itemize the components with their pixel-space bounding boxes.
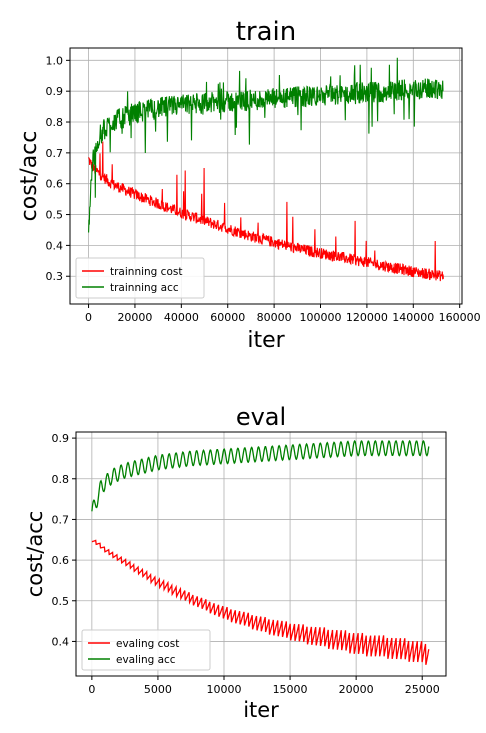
train-x-axis-label: iter (247, 328, 285, 353)
train-xtick-label-3: 60000 (210, 311, 245, 324)
train-xtick-label-5: 100000 (300, 311, 342, 324)
train-y-axis-label: cost/acc (17, 131, 42, 222)
eval-legend-label-acc: evaling acc (116, 654, 176, 666)
eval-plot-frame (75, 431, 447, 677)
train-legend-box (75, 257, 205, 299)
train-ytick-label-0: 0.3 (46, 270, 64, 283)
eval-chart-title: eval (236, 403, 286, 431)
eval-legend-box (81, 629, 211, 671)
train-xtick-label-2: 40000 (164, 311, 199, 324)
eval-xtick-label-0: 0 (88, 683, 95, 696)
eval-ytick-label-2: 0.6 (52, 554, 70, 567)
train-xtick-label-1: 20000 (117, 311, 152, 324)
train-ytick-label-7: 1.0 (46, 54, 64, 67)
train-series-cost-line (88, 141, 444, 282)
eval-ytick-label-5: 0.9 (52, 432, 70, 445)
train-plot-frame (69, 47, 463, 305)
eval-y-axis-label: cost/acc (23, 511, 47, 598)
train-ytick-label-3: 0.6 (46, 178, 64, 191)
eval-x-axis-label: iter (243, 698, 279, 722)
eval-ytick-label-0: 0.4 (52, 635, 70, 648)
eval-legend-label-cost: evaling cost (116, 638, 179, 650)
train-legend-label-acc: trainning acc (110, 282, 179, 294)
train-xtick-label-6: 120000 (346, 311, 388, 324)
eval-series-acc-line (91, 439, 430, 512)
eval-xtick-label-1: 5000 (144, 683, 172, 696)
train-ytick-label-5: 0.8 (46, 116, 64, 129)
train-legend-label-cost: trainning cost (110, 266, 182, 278)
train-series-acc-line (88, 57, 444, 233)
eval-ytick-label-3: 0.7 (52, 513, 70, 526)
train-ytick-label-4: 0.7 (46, 147, 64, 160)
train-xtick-label-7: 140000 (392, 311, 434, 324)
train-chart-title: train (236, 17, 297, 47)
train-ytick-label-6: 0.9 (46, 85, 64, 98)
eval-xtick-label-5: 25000 (405, 683, 440, 696)
train-xtick-label-8: 160000 (439, 311, 481, 324)
eval-series-cost-line (91, 539, 430, 665)
eval-ytick-label-4: 0.8 (52, 473, 70, 486)
eval-xtick-label-3: 15000 (273, 683, 308, 696)
train-xtick-label-0: 0 (85, 311, 92, 324)
train-ytick-label-1: 0.4 (46, 239, 64, 252)
eval-xtick-label-2: 10000 (207, 683, 242, 696)
train-ytick-label-2: 0.5 (46, 209, 64, 222)
eval-xtick-label-4: 20000 (339, 683, 374, 696)
train-xtick-label-4: 80000 (257, 311, 292, 324)
eval-ytick-label-1: 0.5 (52, 595, 70, 608)
